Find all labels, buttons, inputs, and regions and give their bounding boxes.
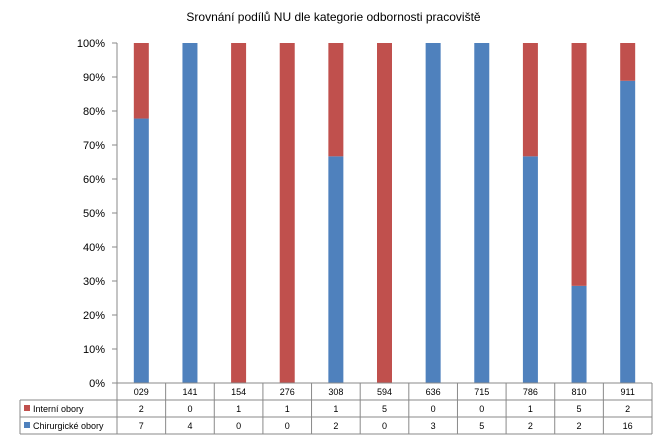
- x-tick-label: 911: [621, 387, 635, 397]
- data-table-value: 0: [236, 421, 241, 431]
- data-table-value: 0: [187, 404, 192, 414]
- y-tick-label: 100%: [77, 38, 105, 50]
- bar-chirurgicke-810: [571, 285, 587, 383]
- data-table-value: 1: [236, 404, 241, 414]
- chart-title: Srovnání podílů NU dle kategorie odborno…: [186, 10, 481, 24]
- y-tick-label: 80%: [83, 106, 105, 118]
- legend-key-chirurgicke: [24, 422, 30, 428]
- bar-interni-154: [231, 43, 247, 383]
- data-table-value: 1: [285, 404, 290, 414]
- bar-chirurgicke-029: [133, 118, 149, 384]
- y-tick-label: 10%: [83, 344, 105, 356]
- bar-interni-308: [328, 43, 344, 157]
- legend-label-chirurgicke: Chirurgické obory: [33, 421, 104, 431]
- x-tick-label: 308: [328, 387, 343, 397]
- x-tick-label: 786: [523, 387, 538, 397]
- x-tick-label: 636: [426, 387, 441, 397]
- y-tick-label: 90%: [83, 72, 105, 84]
- y-tick-label: 40%: [83, 242, 105, 254]
- x-tick-label: 810: [572, 387, 587, 397]
- y-tick-label: 20%: [83, 310, 105, 322]
- data-table-value: 2: [625, 404, 630, 414]
- data-table-value: 2: [528, 421, 533, 431]
- bar-chirurgicke-786: [522, 156, 538, 383]
- data-table-value: 1: [333, 404, 338, 414]
- bar-interni-911: [620, 43, 636, 81]
- x-tick-label: 715: [474, 387, 489, 397]
- y-tick-label: 0%: [89, 378, 105, 390]
- data-table-value: 2: [333, 421, 338, 431]
- x-tick-label: 029: [134, 387, 149, 397]
- x-tick-label: 141: [182, 387, 197, 397]
- data-table-value: 3: [431, 421, 436, 431]
- data-table-value: 0: [285, 421, 290, 431]
- data-table-value: 1: [528, 404, 533, 414]
- bar-chirurgicke-911: [620, 80, 636, 384]
- data-table-value: 2: [139, 404, 144, 414]
- data-table-value: 16: [623, 421, 633, 431]
- x-tick-label: 154: [231, 387, 246, 397]
- x-tick-label: 276: [280, 387, 295, 397]
- data-table-value: 2: [577, 421, 582, 431]
- y-tick-label: 60%: [83, 174, 105, 186]
- bar-chirurgicke-636: [425, 43, 441, 383]
- data-table-value: 7: [139, 421, 144, 431]
- x-tick-label: 594: [377, 387, 392, 397]
- bar-chirurgicke-141: [182, 43, 198, 383]
- bar-chirurgicke-308: [328, 156, 344, 383]
- data-table-value: 0: [479, 404, 484, 414]
- bar-interni-810: [571, 43, 587, 286]
- bar-interni-594: [377, 43, 392, 383]
- y-tick-label: 70%: [83, 140, 105, 152]
- bar-interni-786: [522, 43, 538, 157]
- legend-label-interni: Interní obory: [33, 404, 84, 414]
- data-table-value: 0: [382, 421, 387, 431]
- y-tick-label: 30%: [83, 276, 105, 288]
- legend-key-interni: [24, 405, 30, 411]
- data-table-value: 5: [577, 404, 582, 414]
- data-table-value: 0: [431, 404, 436, 414]
- bar-chirurgicke-715: [474, 43, 490, 383]
- y-tick-label: 50%: [83, 208, 105, 220]
- data-table-value: 5: [479, 421, 484, 431]
- data-table-value: 4: [187, 421, 192, 431]
- data-table-value: 5: [382, 404, 387, 414]
- bar-interni-276: [279, 43, 295, 383]
- bar-interni-029: [133, 43, 149, 119]
